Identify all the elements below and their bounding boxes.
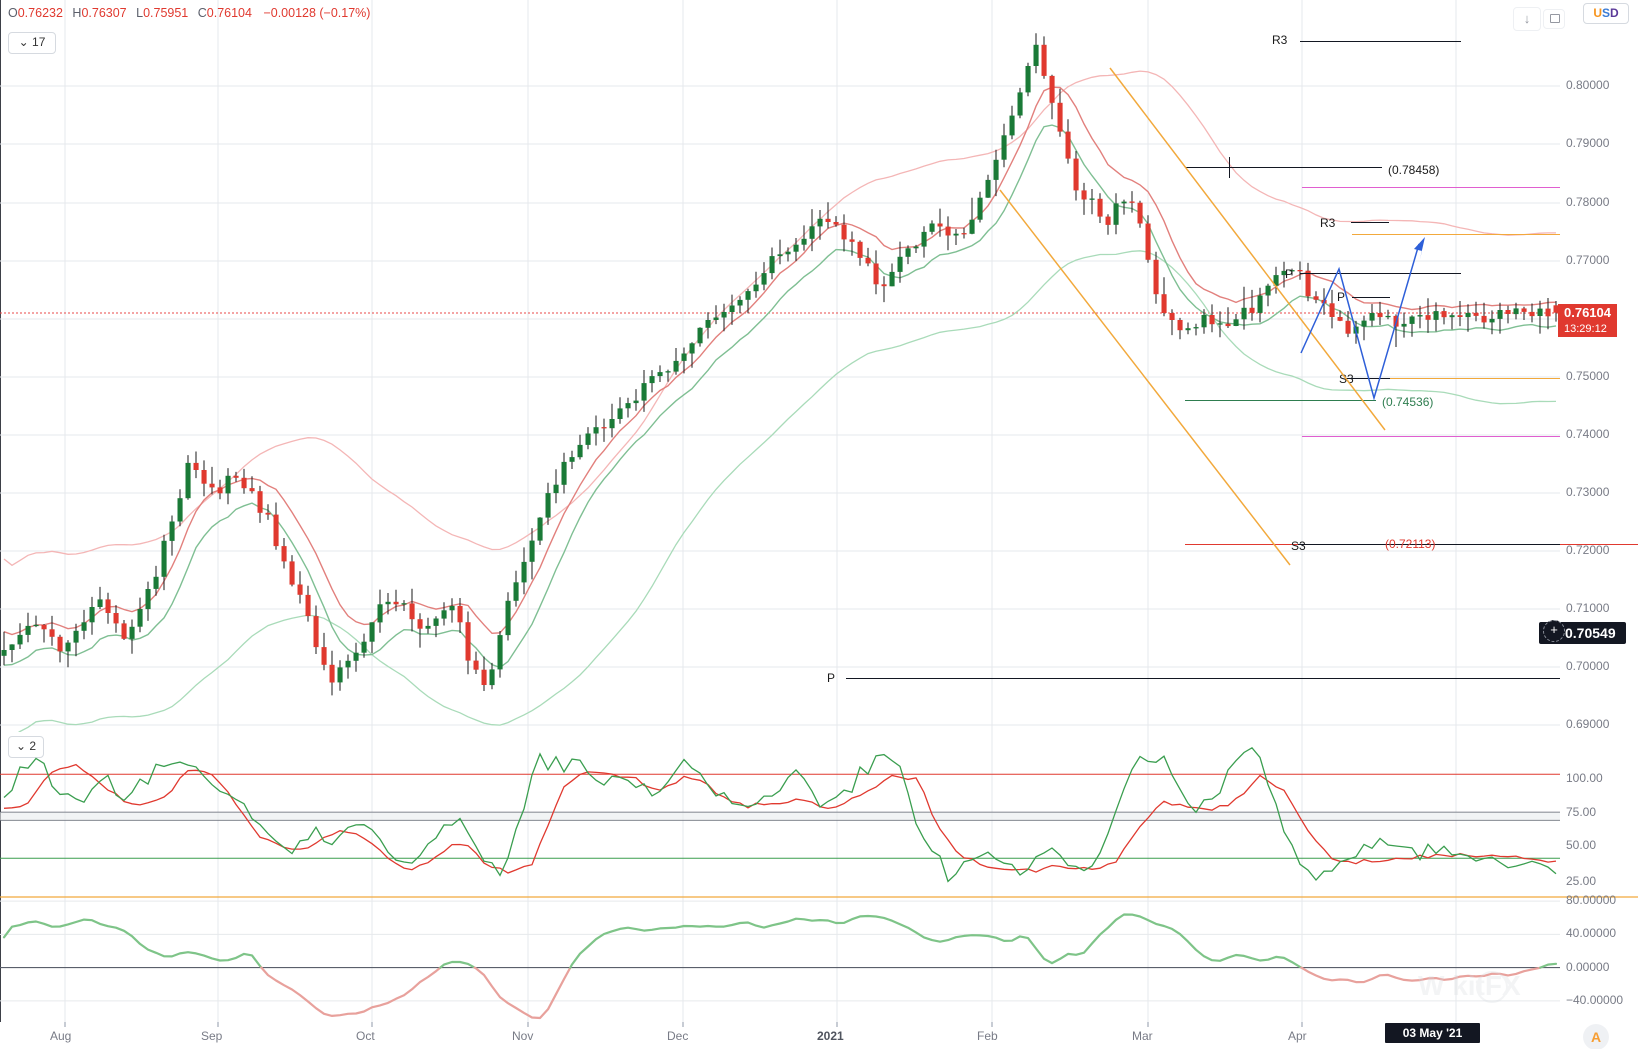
svg-text:W kitFX: W kitFX (1418, 970, 1521, 1001)
